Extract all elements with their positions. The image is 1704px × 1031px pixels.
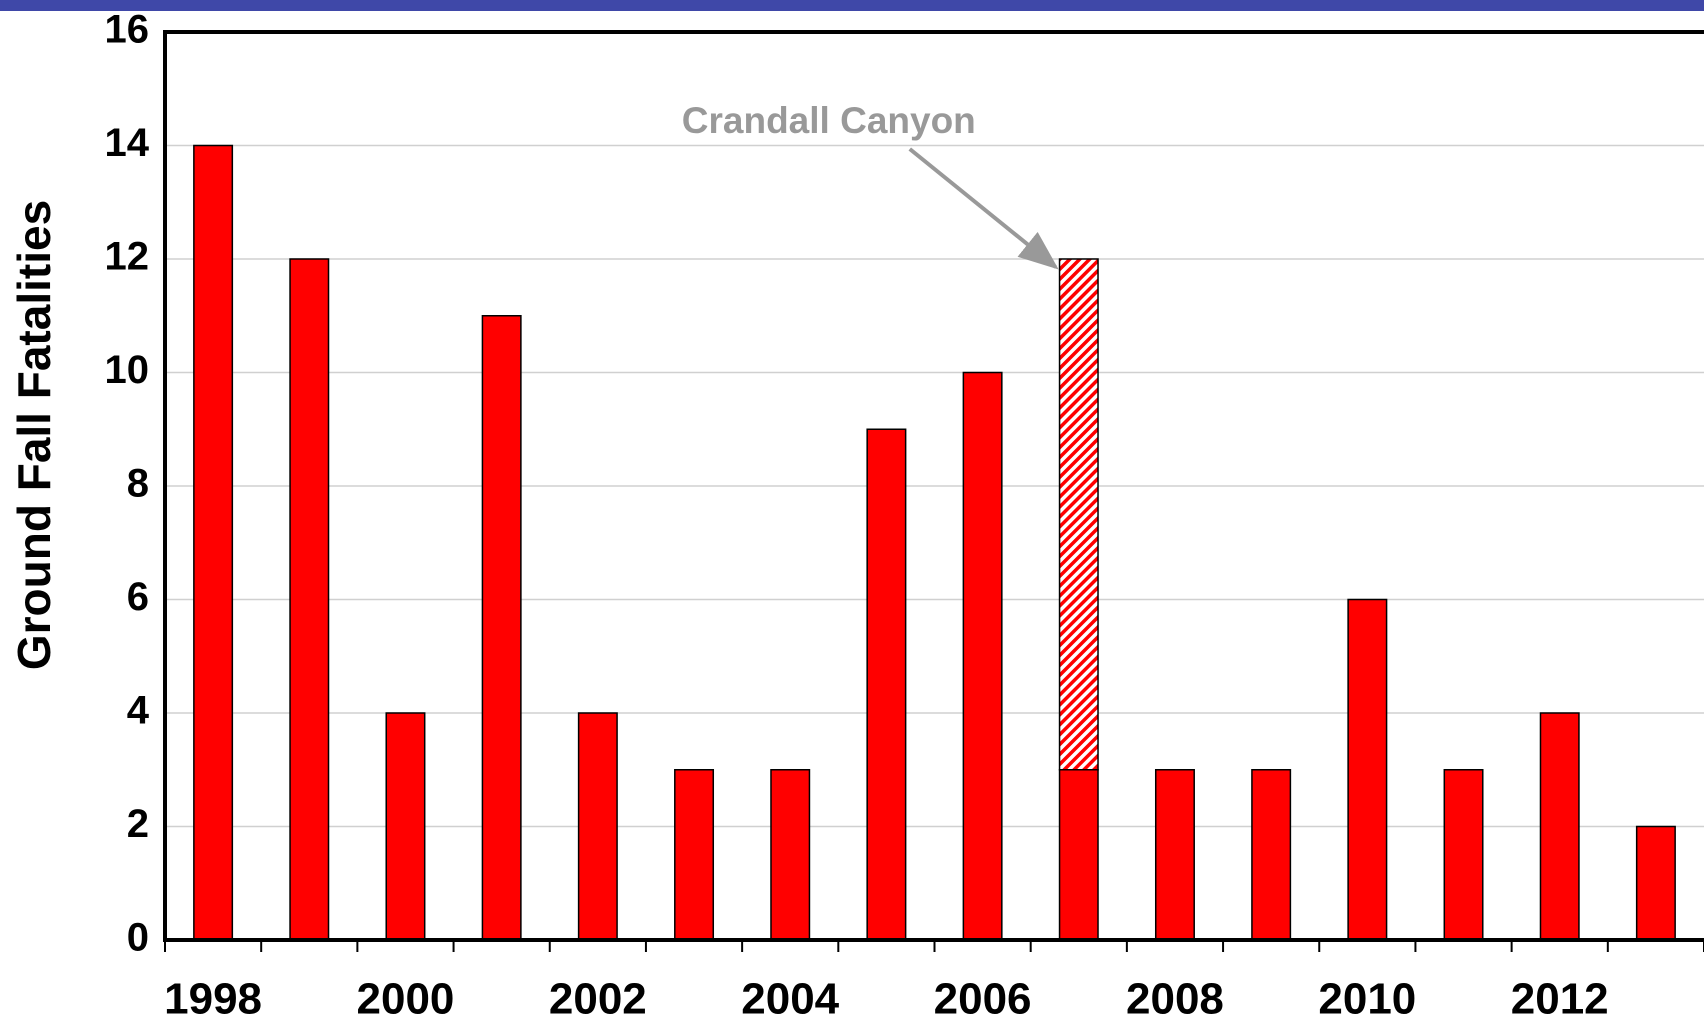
y-tick-label: 16 [105,8,150,52]
y-tick-label: 0 [127,916,149,960]
y-tick-label: 12 [105,235,150,279]
x-tick-label: 1998 [164,975,262,1024]
bar [577,712,618,941]
bar [770,769,811,941]
bar [962,371,1003,941]
y-tick-label: 2 [127,802,149,846]
bar [481,315,522,941]
x-tick-label: 2002 [549,975,647,1024]
bar [1347,598,1388,941]
bar [385,712,426,941]
annotation-arrow [908,147,1059,270]
plot-frame [163,30,1704,940]
top-bar [0,0,1704,11]
y-axis-title: Ground Fall Fatalities [8,200,60,670]
x-tick-label: 2004 [741,975,839,1024]
bar [1635,825,1676,941]
x-tick-label: 2000 [357,975,455,1024]
x-tick-label: 2010 [1318,975,1416,1024]
y-tick-label: 4 [127,689,150,733]
bar [1058,258,1099,771]
bar [1154,769,1195,941]
x-tick-label: 2008 [1126,975,1224,1024]
x-tick-label: 2012 [1511,975,1609,1024]
bar [1539,712,1580,941]
y-tick-label: 8 [127,462,149,506]
bar [1251,769,1292,941]
bar [289,258,330,941]
bar [866,428,907,941]
bar [674,769,715,941]
y-tick-label: 14 [105,121,150,165]
annotation: Crandall Canyon [682,100,976,141]
bar [193,144,234,941]
y-tick-label: 10 [105,348,150,392]
y-tick-label: 6 [127,575,149,619]
bar [1443,769,1484,941]
bar [1058,769,1099,941]
x-tick-label: 2006 [934,975,1032,1024]
